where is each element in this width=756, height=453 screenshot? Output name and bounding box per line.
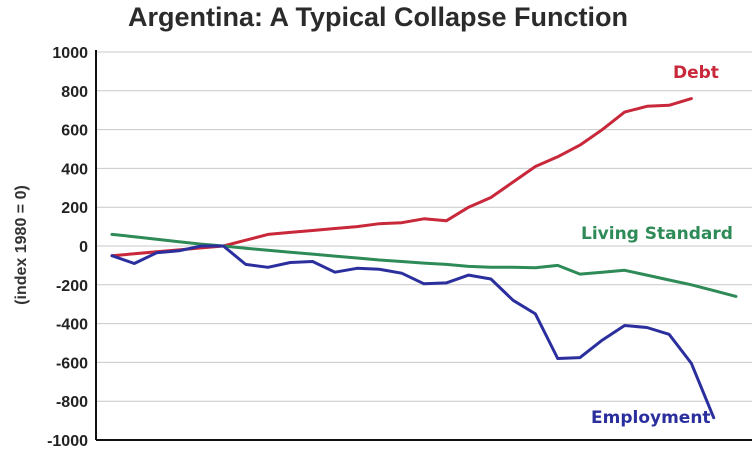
series-lines — [110, 97, 738, 420]
series-label-employment: Employment — [591, 408, 711, 428]
y-tick-label: 200 — [61, 200, 88, 217]
y-tick-label: -200 — [56, 278, 88, 295]
y-tick-label: 600 — [61, 123, 88, 140]
gridlines — [96, 51, 752, 402]
series-label-debt: Debt — [673, 63, 719, 83]
y-tick-label: 400 — [61, 161, 88, 178]
chart-title: Argentina: A Typical Collapse Function — [127, 2, 629, 32]
y-axis-label: (index 1980 = 0) — [13, 185, 30, 305]
series-line-employment — [110, 244, 716, 420]
y-axis-ticks: 1000 800 600 400 200 0 -200 -400 -600 -800 -1000 — [47, 45, 88, 450]
y-tick-label: -1000 — [47, 433, 88, 450]
y-tick-label: 0 — [79, 239, 88, 256]
y-tick-label: 800 — [61, 84, 88, 101]
series-label-living-standard: Living Standard — [581, 224, 733, 244]
y-tick-label: 1000 — [52, 45, 88, 62]
y-tick-label: -400 — [56, 317, 88, 334]
axes — [95, 50, 752, 441]
y-tick-label: -800 — [56, 394, 88, 411]
y-tick-label: -600 — [56, 355, 88, 372]
